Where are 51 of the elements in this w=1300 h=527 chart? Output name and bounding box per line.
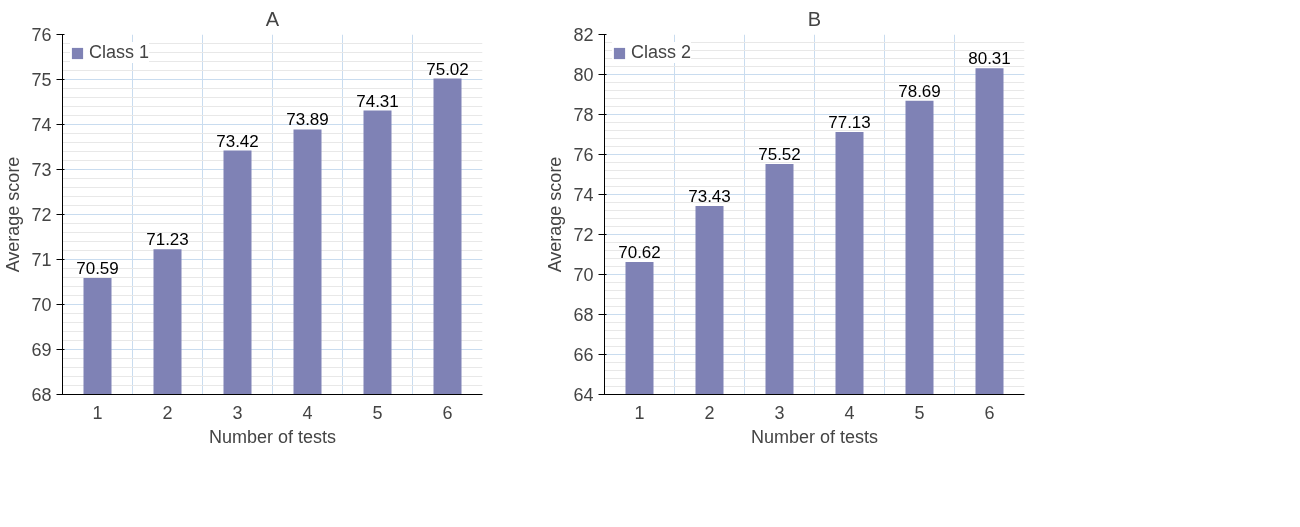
data-label: 73.89 [286,110,329,130]
y-tick-label: 68 [31,385,52,405]
y-tick-label: 71 [31,250,52,270]
x-tick-label: 4 [302,402,313,423]
y-tick-label: 70 [31,295,52,315]
y-tick-label: 69 [31,340,52,360]
x-tick-label: 1 [92,402,103,423]
x-tick-label: 4 [844,402,855,423]
x-axis-title: Number of tests [208,426,337,447]
y-tick-label: 74 [573,185,594,205]
data-label: 75.52 [758,145,801,165]
x-tick-label: 6 [984,402,995,423]
x-tick-label: 6 [442,402,453,423]
y-axis-title: Average score [545,156,566,273]
y-tick-label: 80 [573,65,594,85]
y-tick-label: 70 [573,265,594,285]
y-tick-label: 78 [573,105,594,125]
data-label: 75.02 [426,59,469,79]
data-label: 80.31 [968,49,1011,69]
data-label: 70.59 [76,258,119,278]
x-tick-label: 3 [232,402,243,423]
chart-title: B [807,7,822,30]
y-tick-label: 72 [573,225,594,245]
y-tick-label: 76 [31,25,52,45]
y-axis-title: Average score [3,156,24,273]
chart-title: A [265,7,280,30]
x-tick-label: 5 [372,402,383,423]
x-tick-label: 2 [704,402,715,423]
data-label: 73.42 [216,131,259,151]
y-tick-label: 66 [573,345,594,365]
x-axis-title: Number of tests [750,426,879,447]
data-label: 70.62 [618,243,661,263]
x-tick-label: 5 [914,402,925,423]
y-tick-label: 73 [31,160,52,180]
data-label: 73.43 [688,186,731,206]
legend-label: Class 2 [631,42,692,63]
y-tick-label: 82 [573,25,594,45]
y-tick-label: 64 [573,385,594,405]
y-tick-label: 68 [573,305,594,325]
x-tick-label: 3 [774,402,785,423]
legend-label: Class 1 [89,42,150,63]
y-tick-label: 75 [31,70,52,90]
x-tick-label: 1 [634,402,645,423]
data-label: 77.13 [828,112,871,132]
y-tick-label: 74 [31,115,52,135]
data-label: 78.69 [898,81,941,101]
data-label: 74.31 [356,91,399,111]
y-tick-label: 72 [31,205,52,225]
x-tick-label: 2 [162,402,173,423]
y-tick-label: 76 [573,145,594,165]
data-label: 71.23 [146,230,189,250]
